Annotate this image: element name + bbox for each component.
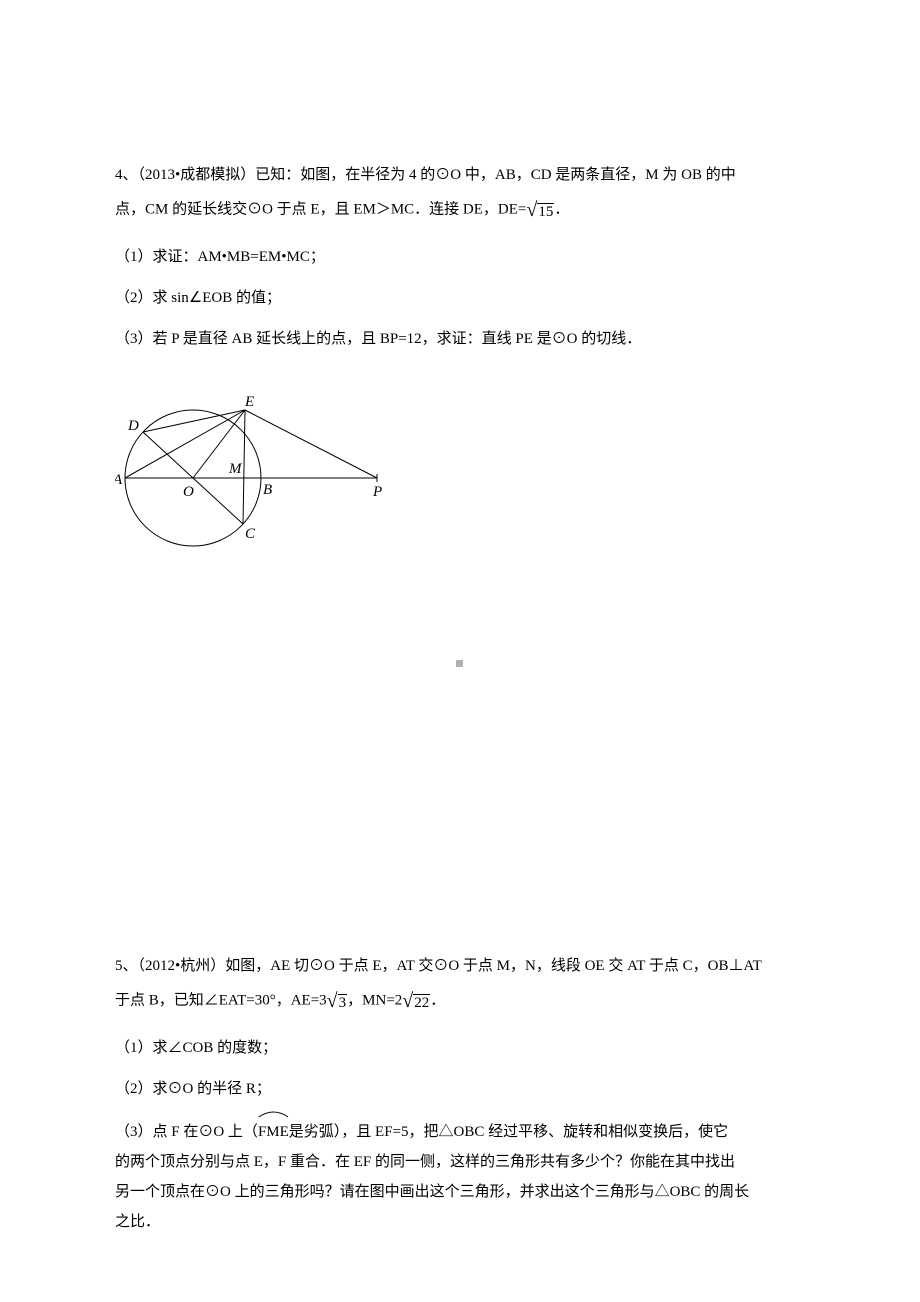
problem-4-header: 4、（2013•成都模拟）已知：如图，在半径为 4 的⊙O 中，AB，CD 是两…: [115, 160, 805, 230]
problem-5-q3-e: 之比．: [115, 1214, 160, 1230]
problem-5-q3: （3）点 F 在⊙O 上（FME是劣弧），且 EF=5，把△OBC 经过平移、旋…: [115, 1117, 805, 1237]
problem-5-stem-a: 如图，AE 切⊙O 于点 E，AT 交⊙O 于点 M，N，线段 OE 交 AT …: [225, 958, 762, 974]
svg-text:M: M: [228, 461, 243, 477]
svg-text:C: C: [245, 526, 256, 542]
svg-text:P: P: [372, 484, 382, 500]
sqrt-15: √15: [526, 190, 554, 230]
problem-4-q1: （1）求证：AM•MB=EM•MC；: [115, 244, 805, 271]
problem-5-source: （2012•杭州）: [138, 958, 226, 974]
problem-5-q1: （1）求∠COB 的度数；: [115, 1035, 805, 1062]
problem-5-q3-d: 另一个顶点在⊙O 上的三角形吗？请在图中画出这个三角形，并求出这个三角形与△OB…: [115, 1184, 749, 1200]
problem-4-figure: A B O M E D C P: [115, 378, 805, 561]
svg-text:A: A: [115, 472, 123, 488]
problem-4: 4、（2013•成都模拟）已知：如图，在半径为 4 的⊙O 中，AB，CD 是两…: [115, 160, 805, 561]
arc-overline-svg: [258, 1108, 289, 1118]
problem-5-header: 5、（2012•杭州）如图，AE 切⊙O 于点 E，AT 交⊙O 于点 M，N，…: [115, 951, 805, 1021]
svg-text:D: D: [127, 418, 139, 434]
problem-5-q3-c: 的两个顶点分别与点 E，F 重合．在 EF 的同一侧，这样的三角形共有多少个？你…: [115, 1154, 735, 1170]
svg-text:B: B: [263, 482, 272, 498]
svg-text:O: O: [183, 484, 194, 500]
circle-diagram-svg: A B O M E D C P: [115, 378, 395, 553]
problem-5-number: 5、: [115, 958, 138, 974]
problem-4-q2: （2）求 sin∠EOB 的值；: [115, 285, 805, 312]
problem-4-stem-b: 点，CM 的延长线交⊙O 于点 E，且 EM＞MC．连接 DE，DE=: [115, 201, 526, 217]
problem-4-stem-a: 已知：如图，在半径为 4 的⊙O 中，AB，CD 是两条直径，M 为 OB 的中: [255, 167, 735, 183]
problem-5-q3-b: 是劣弧），且 EF=5，把△OBC 经过平移、旋转和相似变换后，使它: [289, 1124, 728, 1140]
problem-5-stem-b-a: 于点 B，已知∠EAT=30°，AE=3: [115, 992, 327, 1008]
problem-4-q3: （3）若 P 是直径 AB 延长线上的点，且 BP=12，求证：直线 PE 是⊙…: [115, 326, 805, 353]
problem-5: 5、（2012•杭州）如图，AE 切⊙O 于点 E，AT 交⊙O 于点 M，N，…: [115, 951, 805, 1237]
problem-5-stem-b-c: ．: [430, 992, 445, 1008]
spacer: [115, 561, 805, 951]
sqrt-3: √3: [327, 981, 347, 1021]
problem-4-number: 4、: [115, 167, 138, 183]
arc-fme: FME: [258, 1117, 289, 1147]
problem-5-q2: （2）求⊙O 的半径 R；: [115, 1076, 805, 1103]
page-center-marker: [456, 660, 463, 667]
sqrt-22: √22: [402, 981, 430, 1021]
problem-5-q3-a: （3）点 F 在⊙O 上（: [115, 1124, 258, 1140]
svg-text:E: E: [244, 394, 254, 410]
problem-4-stem-c: ．: [554, 201, 569, 217]
problem-5-stem-b-b: ，MN=2: [347, 992, 402, 1008]
problem-4-source: （2013•成都模拟）: [138, 167, 256, 183]
